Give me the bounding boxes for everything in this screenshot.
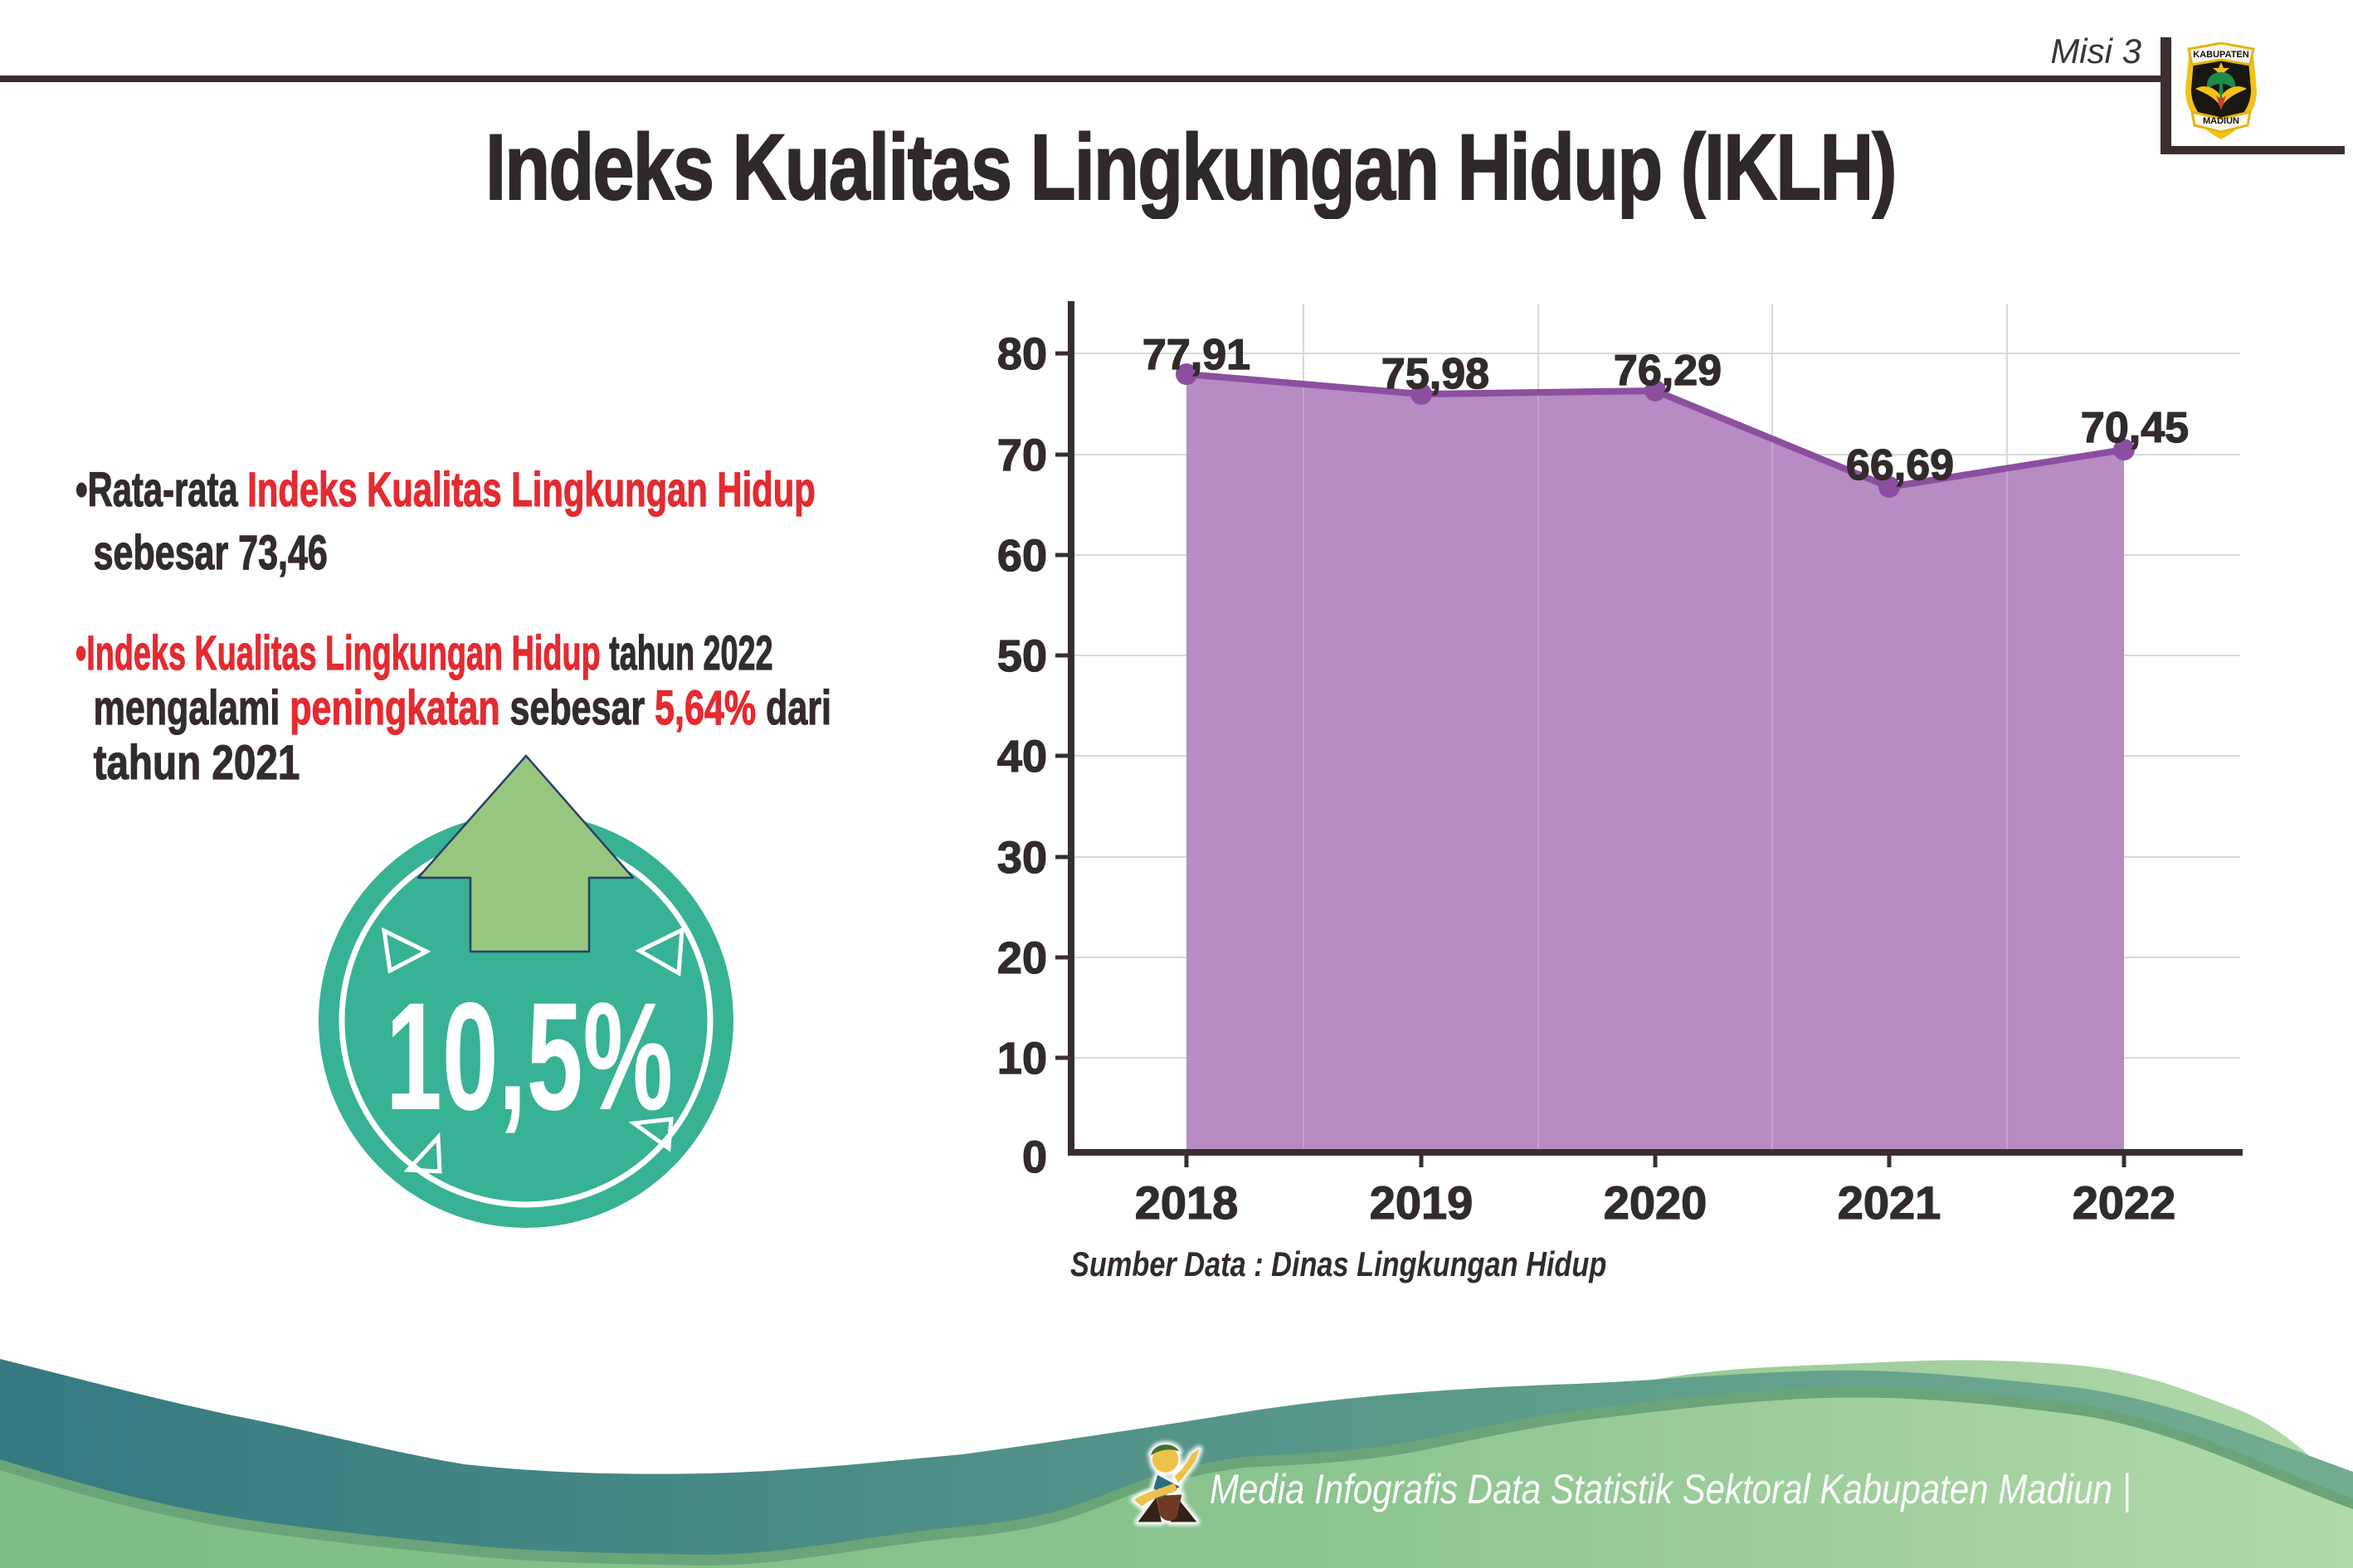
svg-text:77,91: 77,91 — [1142, 331, 1250, 379]
svg-text:75,98: 75,98 — [1381, 350, 1489, 398]
svg-text:10,5%: 10,5% — [386, 971, 673, 1143]
svg-text:66,69: 66,69 — [1846, 441, 1954, 489]
svg-text:70,45: 70,45 — [2081, 404, 2189, 452]
svg-text:76,29: 76,29 — [1614, 347, 1722, 395]
svg-text:40: 40 — [997, 732, 1047, 782]
svg-text:50: 50 — [997, 631, 1047, 681]
svg-text:10: 10 — [997, 1034, 1047, 1083]
svg-text:2018: 2018 — [1135, 1176, 1239, 1229]
svg-text:70: 70 — [997, 431, 1047, 480]
svg-text:MADIUN: MADIUN — [2203, 116, 2239, 126]
svg-text:2021: 2021 — [1838, 1176, 1941, 1229]
svg-text:20: 20 — [997, 933, 1047, 983]
svg-text:2022: 2022 — [2073, 1176, 2176, 1229]
svg-text:0: 0 — [1022, 1132, 1047, 1182]
svg-text:2020: 2020 — [1604, 1176, 1708, 1229]
svg-text:KABUPATEN: KABUPATEN — [2193, 50, 2248, 60]
svg-text:30: 30 — [997, 833, 1047, 883]
svg-text:80: 80 — [997, 329, 1047, 379]
svg-text:60: 60 — [997, 531, 1047, 581]
svg-text:2019: 2019 — [1370, 1176, 1474, 1229]
